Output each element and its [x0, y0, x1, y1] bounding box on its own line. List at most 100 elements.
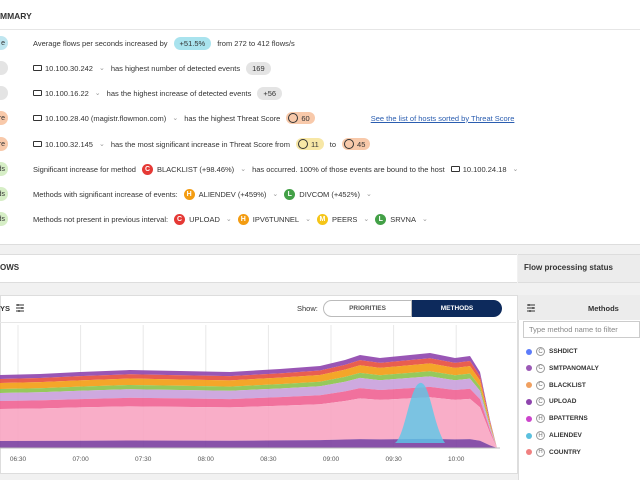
side-title[interactable]: Flow processing status: [524, 263, 613, 272]
filter-icon[interactable]: [15, 303, 25, 313]
host-address[interactable]: 10.100.30.242: [45, 63, 93, 73]
host-icon: [33, 65, 42, 71]
method-item[interactable]: C BLACKLIST: [526, 380, 586, 390]
method-name[interactable]: IPV6TUNNEL: [252, 214, 300, 224]
row-text: from 272 to 412 flows/s: [217, 38, 295, 48]
method-item-name: SMTPANOMALY: [549, 364, 599, 372]
host-icon: [450, 166, 460, 172]
summary-row: Significant increase for method C BLACKLIS…: [33, 162, 518, 176]
summary-row: Methods not present in previous interval…: [33, 212, 428, 226]
side-bar: [518, 254, 640, 283]
method-priority: C: [536, 397, 545, 407]
caret: ⌄: [225, 216, 232, 223]
row-text: to: [329, 139, 337, 149]
x-tick-label: 08:00: [198, 456, 215, 463]
section-title: OWS: [0, 263, 20, 272]
row-text: has the highest increase of detected eve…: [106, 88, 252, 98]
score-value: 45: [357, 139, 366, 149]
method-item[interactable]: H ALIENDEV: [526, 431, 582, 440]
score-badge: 60: [286, 112, 315, 124]
host-address[interactable]: 10.100.32.145: [45, 139, 93, 149]
method-letter: C: [174, 213, 186, 225]
method-color: [526, 449, 532, 456]
method-item[interactable]: C SSHDICT: [526, 347, 578, 356]
method-color: [526, 415, 532, 422]
row-text: has the highest Threat Score: [184, 113, 281, 123]
caret: ⌄: [421, 216, 428, 223]
caret: ⌄: [172, 115, 179, 122]
method-item-name: UPLOAD: [549, 398, 577, 406]
host-icon: [33, 141, 42, 147]
x-tick-label: 09:00: [323, 456, 340, 463]
divider: [0, 322, 516, 323]
method-priority: H: [536, 447, 545, 457]
method-item[interactable]: C UPLOAD: [526, 397, 577, 407]
filter-icon-shape: [16, 304, 24, 312]
method-color: [526, 432, 532, 439]
method-item-name: ALIENDEV: [549, 432, 582, 439]
method-item[interactable]: H COUNTRY: [526, 447, 581, 457]
summary-row: Average flows per seconds increased by +5…: [33, 36, 295, 50]
area-layer: [0, 371, 497, 448]
method-name[interactable]: ALIENDEV (+459%): [198, 189, 267, 199]
caret: ⌄: [98, 141, 105, 148]
show-label: Show:: [297, 304, 318, 313]
area-layer: [0, 438, 497, 448]
toggle-priorities[interactable]: PRIORITIES: [323, 300, 412, 317]
row-tag: Score: [0, 137, 8, 151]
row-text: has the most significant increase in Thr…: [110, 139, 290, 149]
score-icon: [344, 139, 355, 149]
chart-title: YS: [0, 304, 11, 313]
badge: +51.5%: [173, 36, 212, 50]
row-tag: e: [0, 36, 8, 50]
method-priority: C: [536, 347, 545, 356]
method-name[interactable]: BLACKLIST (+98.46%): [156, 164, 235, 174]
host-icon: [33, 90, 42, 96]
caret: ⌄: [365, 191, 372, 198]
badge: 169: [246, 61, 271, 75]
score-value: 11: [310, 139, 319, 149]
method-name[interactable]: SRVNA: [390, 214, 416, 224]
area-highlight: [395, 382, 445, 443]
host-address[interactable]: 10.100.28.40 (magistr.flowmon.com): [45, 113, 167, 123]
score-badge: 11: [295, 138, 324, 150]
caret: ⌄: [272, 191, 279, 198]
host-address[interactable]: 10.100.24.18: [462, 164, 507, 174]
toggle-methods[interactable]: METHODS: [412, 300, 502, 317]
method-letter: H: [183, 188, 195, 200]
score-icon: [297, 139, 308, 149]
section-bar: [0, 254, 517, 283]
area-layer: [0, 353, 497, 448]
method-item-name: BLACKLIST: [549, 381, 586, 389]
filter-icon-shape: [527, 304, 535, 312]
methods-filter-icon[interactable]: [526, 303, 536, 313]
method-item-name: SSHDICT: [549, 348, 578, 355]
method-color: [526, 365, 532, 372]
method-name[interactable]: PEERS: [331, 214, 358, 224]
summary-row: 10.100.30.242 ⌄ has highest number of dete…: [33, 61, 271, 75]
caret: ⌄: [94, 90, 101, 97]
row-tag: ds: [0, 187, 8, 201]
method-color: [526, 398, 532, 405]
host-icon: [33, 115, 42, 121]
method-name[interactable]: UPLOAD: [189, 214, 220, 224]
row-tag: [0, 86, 8, 100]
row-tag: ds: [0, 162, 8, 176]
method-item[interactable]: C SMTPANOMALY: [526, 363, 599, 373]
method-priority: C: [536, 363, 545, 373]
method-name[interactable]: DIVCOM (+452%): [299, 189, 360, 199]
row-tag: Score: [0, 111, 8, 125]
summary-row: 10.100.32.145 ⌄ has the most significant i…: [33, 137, 371, 151]
x-tick-label: 06:30: [10, 456, 27, 463]
hosts-link[interactable]: See the list of hosts sorted by Threat S…: [370, 113, 515, 123]
x-tick-label: 09:30: [385, 456, 402, 463]
host-address[interactable]: 10.100.16.22: [45, 88, 89, 98]
summary-card: [0, 0, 640, 245]
divider: [0, 29, 640, 30]
method-item[interactable]: H BPATTERNS: [526, 414, 588, 424]
method-filter-input[interactable]: Type method name to filter: [523, 321, 640, 338]
area-layer: [0, 363, 497, 448]
x-tick-label: 10:00: [448, 456, 465, 463]
caret: ⌄: [363, 216, 370, 223]
